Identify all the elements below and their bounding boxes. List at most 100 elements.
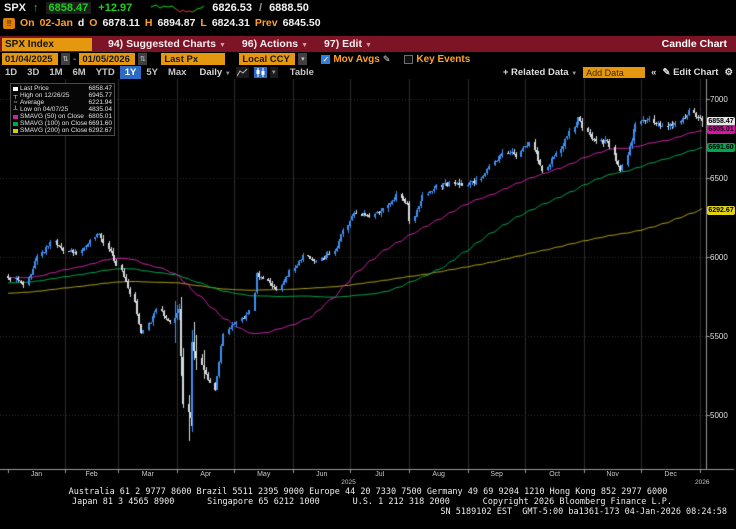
price-badge: 6691.60 xyxy=(707,143,735,153)
chevron-down-icon: ▼ xyxy=(218,42,226,49)
y-axis-tick-label: 6500 xyxy=(710,174,728,184)
tab-max[interactable]: Max xyxy=(167,67,187,78)
footer-japan: Japan 81 3 4565 8900 xyxy=(72,497,175,507)
legend-row: SMAVG (50) on Close 6805.01 xyxy=(13,113,112,120)
date-spinner-icon[interactable]: ⇅ xyxy=(138,53,148,65)
period-bar: 1D 3D 1M 6M YTD 1Y 5Y Max Daily ▼ ▼ Table + Rel… xyxy=(0,66,736,79)
x-axis-month-label: Mar xyxy=(141,471,154,478)
date-spinner-icon[interactable]: ⇅ xyxy=(61,53,70,65)
mov-avgs-label: Mov Avgs xyxy=(333,53,380,65)
security-input[interactable] xyxy=(2,37,92,51)
legend-label: Low on 04/07/25 xyxy=(20,106,69,113)
menu-actions[interactable]: 96) Actions ▼ xyxy=(241,38,309,50)
intraday-sparkline xyxy=(151,1,206,14)
menu-edit[interactable]: 97) Edit ▼ xyxy=(324,38,372,50)
currency-select[interactable] xyxy=(239,53,296,65)
menu-bar: 94) Suggested Charts▼ 96) Actions▼ 97) E… xyxy=(0,36,736,52)
chevron-down-icon: ▼ xyxy=(301,42,309,49)
y-axis-tick-label: 7000 xyxy=(710,95,728,105)
legend-value: 6221.94 xyxy=(88,99,113,106)
ticker: SPX xyxy=(4,1,27,14)
key-events-checkbox[interactable] xyxy=(404,54,414,64)
control-bar: ⇅ - ⇅ ▾ ✓ Mov Avgs ✎ Key Events xyxy=(0,52,736,66)
legend-label: Last Price xyxy=(20,85,49,92)
legend-row: ┴ Low on 04/07/25 4835.04 xyxy=(13,106,112,113)
session-freq-flag: d xyxy=(77,17,85,29)
date-from-input[interactable] xyxy=(2,53,58,65)
tab-1y[interactable]: 1Y xyxy=(119,66,142,79)
chart-tools: + Related Data ▼ « ✎ Edit Chart ⚙ xyxy=(503,67,736,78)
high-label: H xyxy=(144,17,153,29)
collapse-icon[interactable]: « xyxy=(651,67,657,78)
pencil-icon[interactable]: ✎ xyxy=(382,53,391,64)
legend-marker-icon xyxy=(13,128,18,133)
tab-6m[interactable]: 6M xyxy=(72,67,86,78)
x-axis-month-label: Jul xyxy=(375,471,385,478)
last-price: 6858.47 xyxy=(45,1,92,14)
legend-value: 6945.77 xyxy=(88,92,113,99)
legend-label: Average xyxy=(20,99,45,106)
legend-row: Last Price 6858.47 xyxy=(13,85,112,92)
prev-label: Prev xyxy=(254,17,278,29)
y-axis-tick-label: 5500 xyxy=(710,332,728,342)
tab-ytd[interactable]: YTD xyxy=(95,67,115,78)
y-axis-tick-label: 6000 xyxy=(710,253,728,263)
x-axis-month-label: May xyxy=(257,471,271,478)
footer-line2: Japan 81 3 4565 8900 Singapore 65 6212 1… xyxy=(72,497,672,507)
tab-5y[interactable]: 5Y xyxy=(146,67,158,78)
chevron-down-icon: ▼ xyxy=(364,42,372,49)
price-chart-canvas[interactable] xyxy=(0,79,736,479)
chart-region: Last Price 6858.47 ┬ High on 12/26/25 6945.7… xyxy=(0,79,736,493)
legend-value: 6691.60 xyxy=(88,120,113,127)
line-chart-type-button[interactable] xyxy=(235,67,249,78)
legend-row: SMAVG (200) on Close 6292.67 xyxy=(13,127,112,134)
high-value: 6894.87 xyxy=(157,17,196,29)
price-field-input[interactable] xyxy=(161,53,226,65)
footer-terminal-id: SN 5189102 EST GMT-5:00 ba1361-173 04-Ja… xyxy=(440,507,727,517)
legend-label: SMAVG (200) on Close xyxy=(20,127,87,134)
legend-marker-icon: ┬ xyxy=(13,92,18,99)
tab-1m[interactable]: 1M xyxy=(49,67,63,78)
candle-chart-icon xyxy=(256,68,265,77)
price-change: +12.97 xyxy=(98,1,133,14)
legend-value: 6292.67 xyxy=(88,127,113,134)
y-axis-tick-label: 5000 xyxy=(710,411,728,421)
menu-suggested-charts[interactable]: 94) Suggested Charts ▼ xyxy=(108,38,226,50)
x-axis-year-label: 2026 xyxy=(695,479,710,486)
frequency-dropdown[interactable]: Daily ▼ xyxy=(199,67,231,78)
low-value: 6824.31 xyxy=(211,17,250,29)
date-to-input[interactable] xyxy=(79,53,136,65)
candle-chart-type-button[interactable] xyxy=(253,67,267,78)
edit-chart-button[interactable]: ✎ Edit Chart xyxy=(662,67,719,78)
mov-avgs-checkbox[interactable]: ✓ xyxy=(321,54,331,64)
tab-3d[interactable]: 3D xyxy=(27,67,40,78)
legend-value: 6805.01 xyxy=(88,113,113,120)
market-status-icon: ‼ xyxy=(3,17,15,29)
x-axis-month-label: Sep xyxy=(490,471,503,478)
legend-label: SMAVG (50) on Close xyxy=(20,113,84,120)
chart-type-dropdown-icon[interactable]: ▼ xyxy=(269,67,278,78)
legend-marker-icon: ╌ xyxy=(13,99,18,106)
x-axis-month-label: Dec xyxy=(664,471,677,478)
x-axis-month-label: Feb xyxy=(85,471,98,478)
x-axis-month-label: Jan xyxy=(30,471,43,478)
session-date: 02-Jan xyxy=(39,17,73,29)
tab-1d[interactable]: 1D xyxy=(5,67,18,78)
footer-singapore: Singapore 65 6212 1000 xyxy=(207,497,320,507)
legend-label: High on 12/26/25 xyxy=(20,92,70,99)
low-label: L xyxy=(200,17,207,29)
legend-marker-icon xyxy=(13,121,18,126)
legend-value: 4835.04 xyxy=(88,106,113,113)
table-button[interactable]: Table xyxy=(289,67,314,78)
x-axis-month-label: Aug xyxy=(432,471,445,478)
currency-dropdown-icon[interactable]: ▾ xyxy=(298,53,308,65)
period-tabs: 1D 3D 1M 6M YTD 1Y 5Y Max xyxy=(0,66,191,79)
gear-icon[interactable]: ⚙ xyxy=(724,67,733,78)
date-range-dash: - xyxy=(73,53,77,65)
legend-marker-icon xyxy=(13,114,18,119)
add-data-input[interactable] xyxy=(583,67,646,78)
price-badge: 6292.67 xyxy=(707,206,735,216)
chevron-down-icon: ▼ xyxy=(224,71,231,77)
up-arrow-icon: ↑ xyxy=(33,1,39,14)
related-data-button[interactable]: + Related Data ▼ xyxy=(502,67,578,78)
